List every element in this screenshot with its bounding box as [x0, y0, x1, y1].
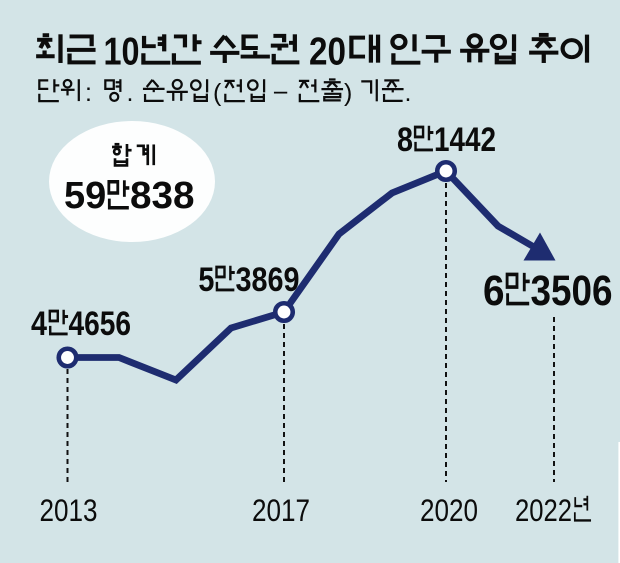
svg-text:2013: 2013 [40, 492, 98, 528]
svg-text:2022: 2022 [515, 492, 572, 528]
svg-text:3506: 3506 [531, 267, 613, 315]
svg-text:): ) [344, 79, 352, 107]
svg-text:20: 20 [309, 31, 346, 74]
svg-text:10: 10 [104, 31, 140, 74]
svg-text:6: 6 [483, 267, 505, 315]
svg-text:838: 838 [130, 175, 195, 217]
svg-text:−: − [273, 79, 289, 107]
svg-text:4: 4 [31, 305, 47, 343]
svg-text:5: 5 [198, 261, 214, 299]
svg-text:2020: 2020 [420, 492, 478, 528]
svg-text:4656: 4656 [69, 305, 132, 343]
svg-text:(: ( [213, 79, 222, 107]
svg-text:8: 8 [397, 121, 413, 159]
svg-text:59: 59 [64, 175, 106, 217]
svg-text:.: . [405, 79, 412, 107]
svg-text::: : [85, 79, 92, 107]
svg-text:.: . [127, 79, 134, 107]
svg-text:3869: 3869 [236, 261, 300, 299]
svg-text:1442: 1442 [434, 121, 496, 159]
svg-text:2017: 2017 [252, 492, 310, 528]
